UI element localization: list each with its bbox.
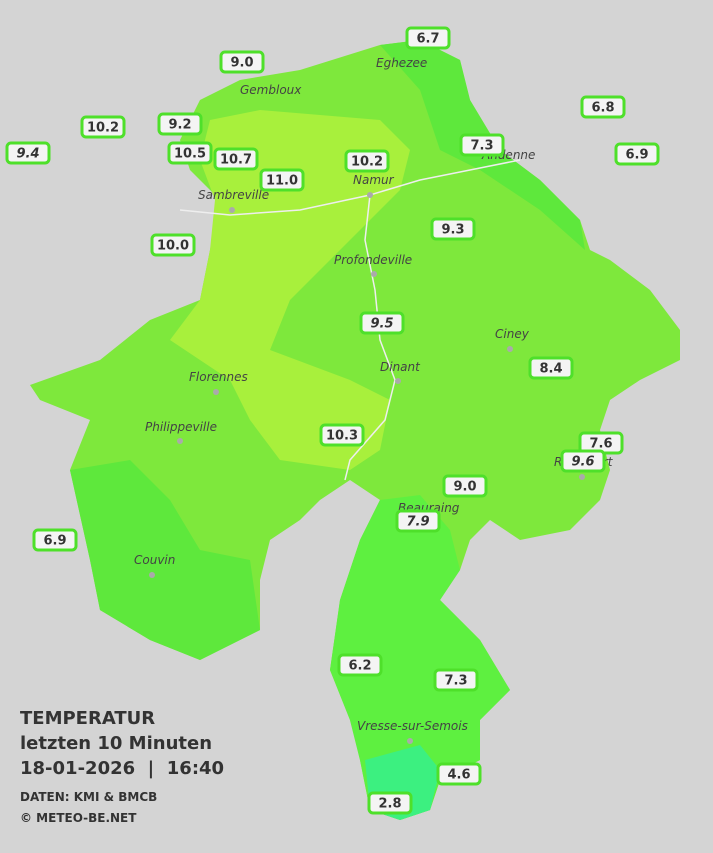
station-box [259,168,305,192]
town-dot [367,192,373,198]
town-label: Couvin [134,553,175,567]
station-value: 9.2 [168,118,191,133]
station-value: 6.7 [416,32,439,47]
town-label: Namur [353,173,395,187]
town-label: Florennes [189,370,248,384]
title: TEMPERATUR [20,708,155,729]
town-dot [177,438,183,444]
station-value: 7.3 [470,139,493,154]
river [344,194,396,481]
station-box [433,668,479,692]
station-value: 7.6 [589,437,612,452]
station-value: 7.3 [444,674,467,689]
station-value: 2.8 [378,797,401,812]
town-label: Dinant [380,360,421,374]
station-box [405,26,451,50]
station-value: 9.0 [453,480,476,495]
station-box [167,141,213,165]
town-label: Sambreville [198,188,269,202]
zone-cool [330,495,510,820]
station-value: 9.0 [230,56,253,71]
town-dot [407,738,413,744]
station-box [344,149,390,173]
station-value: 10.2 [87,121,119,136]
town-dot [213,389,219,395]
station-value: 6.8 [591,101,614,116]
station-value: 6.2 [348,659,371,674]
town-label: Philippeville [145,420,217,434]
credit: DATEN: KMI & BMCB [20,790,157,804]
station-box [80,115,126,139]
credit: © METEO-BE.NET [20,811,137,825]
station-box [213,147,259,171]
station-box [5,141,51,165]
subtitle: letzten 10 Minuten [20,733,212,754]
station-box [560,449,606,473]
station-value: 6.9 [43,534,66,549]
station-value: 10.0 [157,239,189,254]
station-box [580,95,626,119]
station-value: 10.5 [174,147,206,162]
town-dot [395,378,401,384]
town-dot [579,474,585,480]
station-box [150,233,196,257]
station-box [442,474,488,498]
station-box [359,311,405,335]
station-box [430,217,476,241]
station-box [367,791,413,815]
station-box [32,528,78,552]
town-dot [507,346,513,352]
station-box [459,133,505,157]
town-label: Eghezee [376,56,427,70]
town-dot [229,207,235,213]
zone-cool [70,460,260,660]
town-label: Ciney [495,327,530,341]
timestamp: 18-01-2026 | 16:40 [20,758,224,779]
town-dot [371,271,377,277]
station-value: 8.4 [539,362,562,377]
station-value: 7.9 [406,515,429,530]
station-box [395,509,441,533]
station-value: 9.3 [441,223,464,238]
town-label: Vresse-sur-Semois [357,719,468,733]
station-value: 11.0 [266,174,298,189]
town-label: Gembloux [240,83,302,97]
station-value: 10.3 [326,429,358,444]
station-box [319,423,365,447]
station-value: 9.6 [571,455,594,470]
station-value: 10.2 [351,155,383,170]
station-box [614,142,660,166]
station-value: 9.5 [370,317,393,332]
station-box [157,112,203,136]
town-label: Profondeville [334,253,412,267]
station-value: 4.6 [447,768,470,783]
station-box [337,653,383,677]
station-box [436,762,482,786]
station-value: 6.9 [625,148,648,163]
station-box [219,50,265,74]
station-value: 10.7 [220,153,252,168]
station-box [528,356,574,380]
town-dot [149,572,155,578]
station-value: 9.4 [16,147,39,162]
